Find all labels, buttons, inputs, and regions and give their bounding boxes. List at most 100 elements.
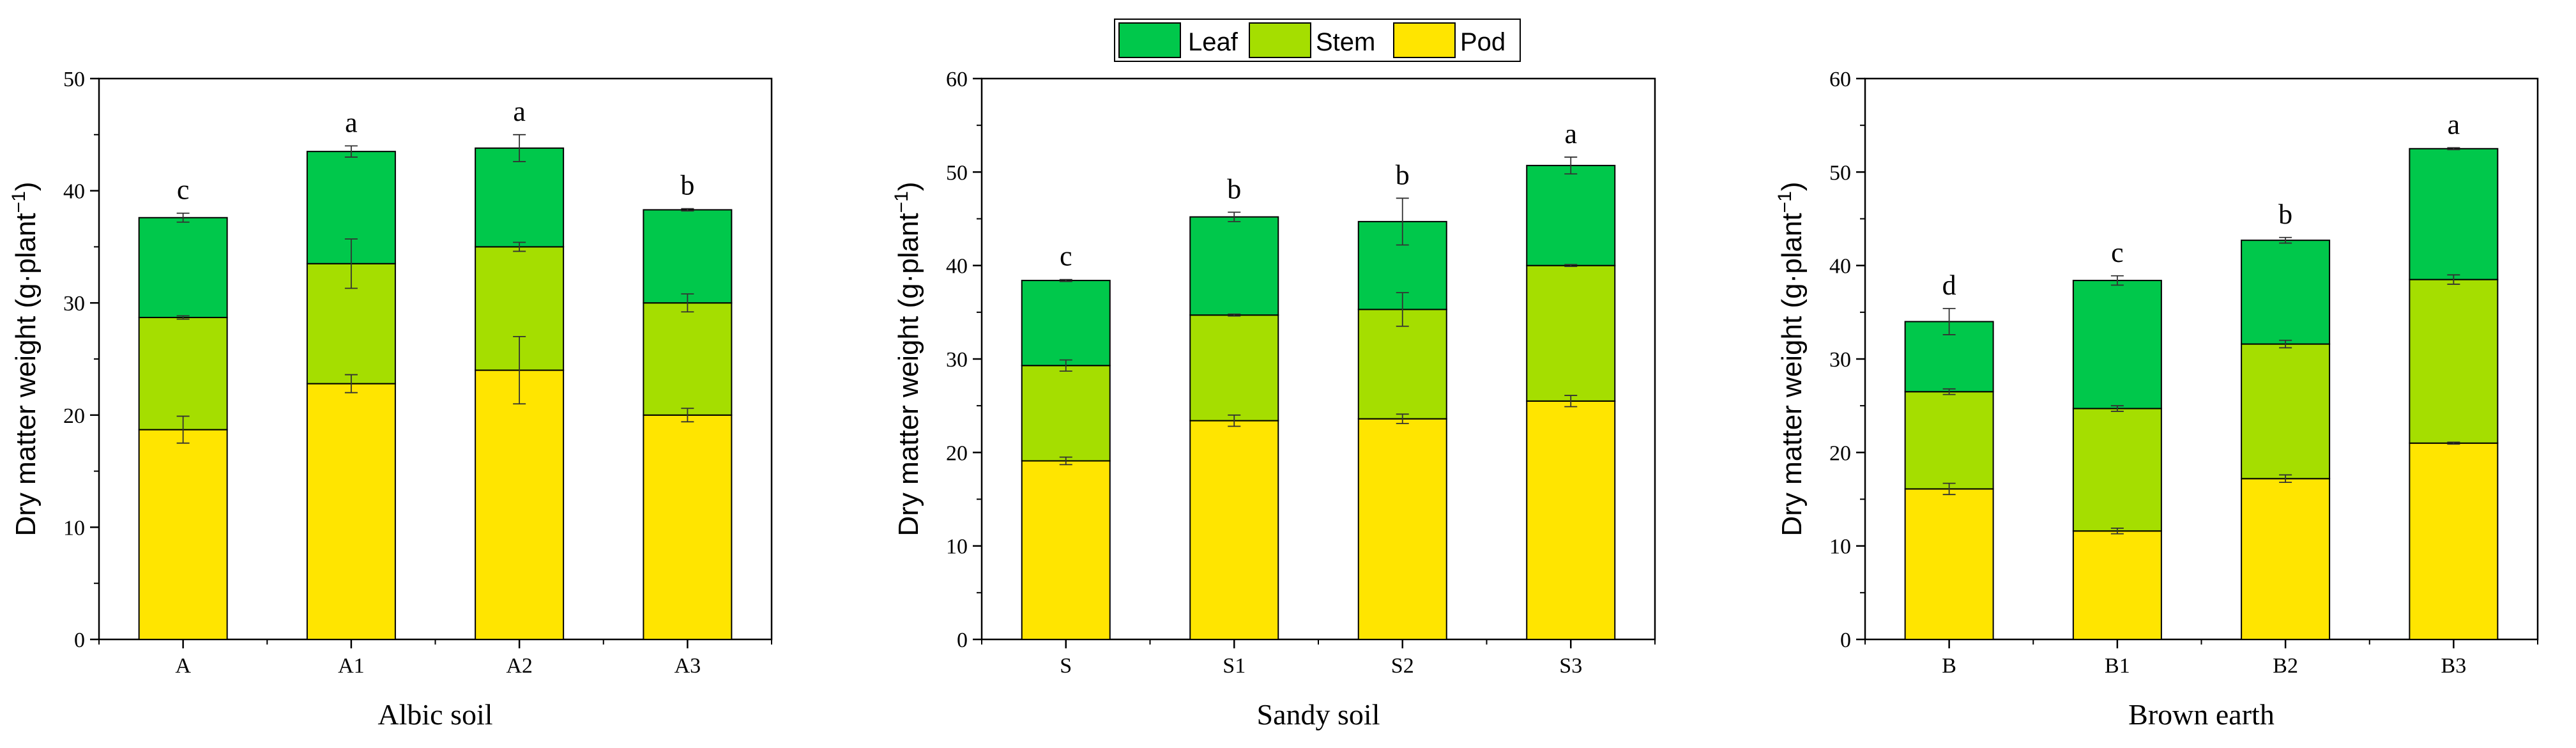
legend-swatch-stem <box>1249 22 1311 58</box>
legend-label-leaf: Leaf <box>1188 28 1238 56</box>
y-axis-title: Dry matter weight (g·plant−1) <box>1774 181 1808 536</box>
bar-stem-S1 <box>1189 314 1279 422</box>
y-tick-label: 20 <box>1829 441 1851 465</box>
y-tick-label: 10 <box>946 535 968 559</box>
bar-stem-S <box>1021 365 1111 462</box>
y-tick-label: 20 <box>63 404 85 428</box>
chart-panel-2: 0 10 20 30 40 50 60 d Bc B1 b B2 a B3 Brown earth Dry m… <box>1774 68 2539 731</box>
bar-stem-B2 <box>2241 343 2331 480</box>
legend-swatch-pod <box>1393 22 1456 58</box>
bar-pod-S <box>1021 460 1111 641</box>
significance-letter-S2: b <box>1396 159 1410 190</box>
x-tick-label-S3: S3 <box>1559 654 1582 678</box>
y-axis-title-close: ) <box>1776 181 1808 191</box>
y-tick-label: 10 <box>1829 535 1851 559</box>
significance-letter-A2: a <box>513 96 526 127</box>
bar-stem-A <box>138 317 228 431</box>
x-axis-title: Albic soil <box>377 698 492 731</box>
y-axis-title-superscript: −1 <box>891 191 912 213</box>
legend-label-stem: Stem <box>1316 28 1375 56</box>
bar-leaf-B3 <box>2409 148 2499 280</box>
y-tick-label: 0 <box>1840 629 1851 652</box>
legend: Leaf Stem Pod <box>1114 19 1521 62</box>
y-axis-title-close: ) <box>10 181 42 191</box>
bar-stem-S3 <box>1526 264 1616 402</box>
bar-leaf-S1 <box>1189 216 1279 316</box>
x-tick-label-A2: A2 <box>506 654 533 678</box>
significance-letter-S3: a <box>1564 118 1577 149</box>
bar-pod-A <box>138 429 228 640</box>
y-tick-label: 30 <box>63 292 85 316</box>
x-tick-label-A1: A1 <box>338 654 365 678</box>
chart-panel-0: 0 10 20 30 40 50 c Aa A1 a A2 b A3 Albic soil Dry matt… <box>8 68 773 731</box>
y-axis-title-main: Dry matter weight (g·plant <box>10 213 42 536</box>
bar-pod-A1 <box>306 383 396 641</box>
charts-container: 0 10 20 30 40 50 c Aa A1 a A2 b A3 Albic soil Dry matt… <box>8 68 2539 731</box>
y-tick-label: 20 <box>946 441 968 465</box>
y-tick-label: 0 <box>74 629 85 652</box>
y-tick-label: 50 <box>1829 161 1851 185</box>
y-tick-label: 40 <box>946 255 968 279</box>
legend-swatch-leaf <box>1118 22 1181 58</box>
x-tick-label-S2: S2 <box>1391 654 1414 678</box>
bar-stem-A3 <box>643 302 733 416</box>
bar-stem-B <box>1904 391 1994 490</box>
x-axis-title: Brown earth <box>2128 698 2275 731</box>
significance-letter-A3: b <box>680 170 694 201</box>
bar-leaf-A2 <box>475 147 565 248</box>
x-tick-label-B3: B3 <box>2441 654 2467 678</box>
bar-pod-B3 <box>2409 442 2499 640</box>
bar-pod-A3 <box>643 414 733 640</box>
bar-stem-B3 <box>2409 279 2499 444</box>
y-tick-label: 10 <box>63 516 85 540</box>
bar-pod-B2 <box>2241 478 2331 640</box>
x-axis-title: Sandy soil <box>1257 698 1380 731</box>
y-tick-label: 50 <box>946 161 968 185</box>
y-tick-label: 30 <box>1829 348 1851 372</box>
bar-pod-S3 <box>1526 400 1616 640</box>
y-axis-title: Dry matter weight (g·plant−1) <box>8 181 42 536</box>
x-tick-label-B1: B1 <box>2105 654 2130 678</box>
y-tick-label: 40 <box>63 180 85 204</box>
y-tick-label: 0 <box>957 629 968 652</box>
x-tick-label-A3: A3 <box>674 654 701 678</box>
y-tick-label: 60 <box>1829 68 1851 91</box>
bar-leaf-A <box>138 217 228 319</box>
bar-pod-S2 <box>1357 418 1447 640</box>
y-axis-title-close: ) <box>893 181 924 191</box>
bar-leaf-A3 <box>643 209 733 304</box>
significance-letter-S1: b <box>1227 173 1241 204</box>
significance-letter-B2: b <box>2278 199 2292 230</box>
significance-letter-B: d <box>1942 270 1956 301</box>
bar-leaf-B1 <box>2072 280 2162 409</box>
bar-pod-B <box>1904 488 1994 640</box>
y-axis-title-main: Dry matter weight (g·plant <box>893 213 924 536</box>
y-axis-title-main: Dry matter weight (g·plant <box>1776 213 1808 536</box>
significance-letter-B3: a <box>2448 109 2460 140</box>
y-tick-label: 40 <box>1829 255 1851 279</box>
bar-pod-B1 <box>2072 530 2162 641</box>
bar-stem-B1 <box>2072 408 2162 532</box>
significance-letter-A1: a <box>345 107 358 138</box>
significance-letter-S: c <box>1060 241 1072 272</box>
significance-letter-B1: c <box>2111 237 2124 268</box>
bar-leaf-S <box>1021 280 1111 367</box>
significance-letter-A: c <box>177 174 190 206</box>
y-tick-label: 30 <box>946 348 968 372</box>
bar-leaf-S3 <box>1526 165 1616 266</box>
y-axis-title-superscript: −1 <box>1774 191 1795 213</box>
chart-panel-1: 0 10 20 30 40 50 60 c Sb S1 b S2 a S3 Sandy soil Dry ma… <box>891 68 1656 731</box>
bar-stem-S2 <box>1357 309 1447 420</box>
y-axis-title-superscript: −1 <box>8 191 29 213</box>
bar-pod-S1 <box>1189 420 1279 641</box>
y-tick-label: 50 <box>63 68 85 91</box>
y-axis-title: Dry matter weight (g·plant−1) <box>891 181 924 536</box>
y-tick-label: 60 <box>946 68 968 91</box>
bar-pod-A2 <box>475 369 565 640</box>
x-tick-label-S1: S1 <box>1223 654 1246 678</box>
x-tick-label-S: S <box>1060 654 1072 678</box>
x-tick-label-B2: B2 <box>2273 654 2298 678</box>
x-tick-label-A: A <box>175 654 191 678</box>
legend-label-pod: Pod <box>1460 28 1505 56</box>
